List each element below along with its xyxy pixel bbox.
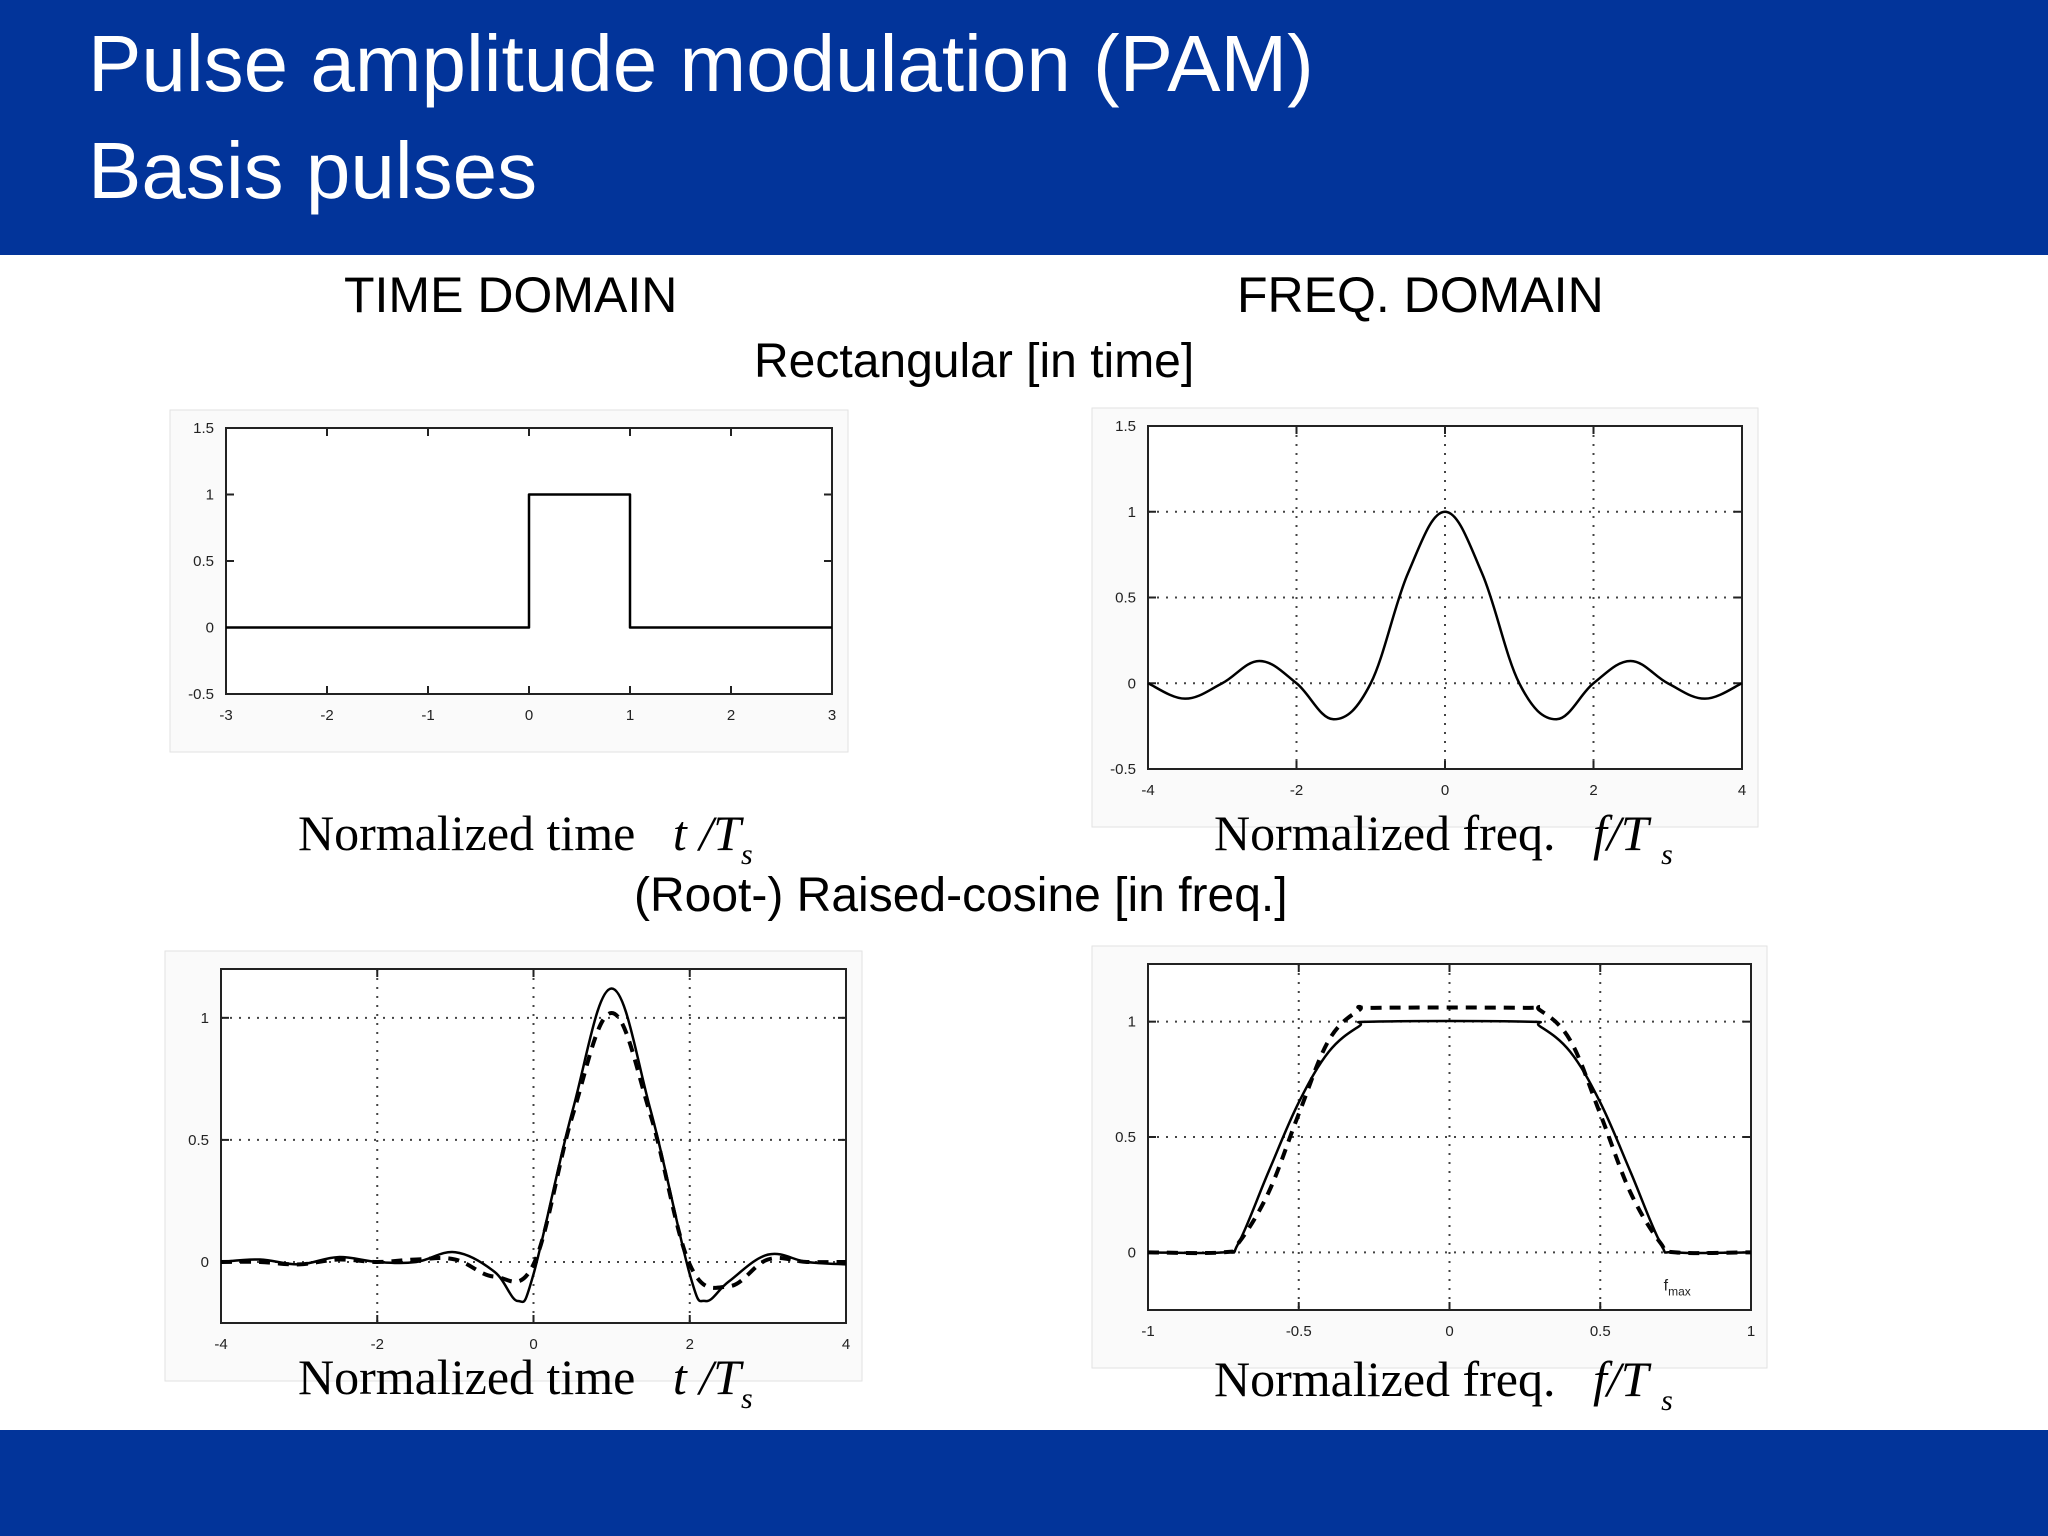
y-tick-label: 1 <box>1128 1014 1136 1031</box>
slide-title: Pulse amplitude modulation (PAM) <box>88 19 1314 108</box>
x-tick-label: 3 <box>828 707 836 724</box>
footer-bar <box>0 1430 2048 1536</box>
fmax-subscript: max <box>1668 1284 1691 1298</box>
x-tick-label: -4 <box>214 1336 227 1353</box>
x-tick-label: 0 <box>1441 782 1449 799</box>
x-tick-label: -2 <box>320 707 333 724</box>
x-tick-label: 0.5 <box>1590 1323 1611 1340</box>
xlabel-symbol: f/T <box>1593 1351 1649 1407</box>
y-tick-label: 0 <box>206 620 214 637</box>
y-tick-label: 1.5 <box>193 420 214 437</box>
series-line-dashed <box>220 1010 847 1290</box>
xlabel-subscript: s <box>740 838 753 871</box>
y-tick-label: 1 <box>206 487 214 504</box>
xlabel-symbol: t /T <box>672 1349 741 1405</box>
x-tick-label: -3 <box>219 707 232 724</box>
rectangular-section-heading: Rectangular [in time] <box>754 335 1195 388</box>
xlabel-text: Normalized freq. <box>1214 1351 1556 1407</box>
raised-cosine-section-heading: (Root-) Raised-cosine [in freq.] <box>634 869 1288 922</box>
x-tick-label: 1 <box>1747 1323 1755 1340</box>
x-tick-label: -2 <box>1290 782 1303 799</box>
y-tick-label: 0.5 <box>188 1132 209 1149</box>
x-tick-label: 2 <box>1589 782 1597 799</box>
xlabel-subscript: s <box>740 1382 753 1415</box>
x-tick-label: -4 <box>1141 782 1154 799</box>
y-tick-label: 1.5 <box>1115 418 1136 435</box>
x-tick-label: 2 <box>686 1336 694 1353</box>
slide-subtitle: Basis pulses <box>88 126 538 215</box>
chart-rect-time: -3 -2 -1 0 1 2 3 -0.5 0 0.5 1 1.5 <box>169 409 849 753</box>
xlabel-time-rect: Normalized time t /Ts <box>298 808 753 870</box>
y-tick-label: 0 <box>1128 1244 1136 1261</box>
x-tick-label: 1 <box>626 707 634 724</box>
chart-rc-time: -4 -2 0 2 4 0 0.5 1 <box>164 950 863 1382</box>
series-line-solid <box>1147 510 1743 721</box>
xlabel-subscript: s <box>1661 838 1673 871</box>
y-tick-label: -0.5 <box>1110 761 1136 778</box>
freq-domain-heading: FREQ. DOMAIN <box>1237 267 1604 323</box>
xlabel-text: Normalized time <box>298 805 636 861</box>
x-tick-label: 0 <box>529 1336 537 1353</box>
y-tick-label: -0.5 <box>188 686 214 703</box>
time-domain-heading: TIME DOMAIN <box>344 267 678 323</box>
xlabel-symbol: t /T <box>672 805 741 861</box>
chart-rect-freq: -4 -2 0 2 4 -0.5 0 0.5 1 1.5 <box>1091 407 1759 828</box>
y-tick-label: 0 <box>1128 675 1136 692</box>
x-tick-label: 4 <box>1738 782 1746 799</box>
y-tick-label: 1 <box>1128 504 1136 521</box>
x-tick-label: -1 <box>421 707 434 724</box>
series-line-dashed <box>1147 1004 1752 1256</box>
y-tick-label: 0.5 <box>193 553 214 570</box>
x-tick-label: 4 <box>842 1336 850 1353</box>
x-tick-label: 2 <box>727 707 735 724</box>
xlabel-time-rc: Normalized time t /Ts <box>298 1352 753 1414</box>
xlabel-freq-rect: Normalized freq. f/T s <box>1214 808 1673 870</box>
xlabel-subscript: s <box>1661 1384 1673 1417</box>
series-line-solid <box>226 493 832 629</box>
xlabel-symbol: f/T <box>1593 805 1649 861</box>
y-tick-label: 0.5 <box>1115 1129 1136 1146</box>
xlabel-freq-rc: Normalized freq. f/T s <box>1214 1354 1673 1416</box>
title-bar <box>0 0 2048 255</box>
x-tick-label: 0 <box>525 707 533 724</box>
y-tick-label: 0 <box>201 1254 209 1271</box>
x-tick-label: -1 <box>1141 1323 1154 1340</box>
y-tick-label: 0.5 <box>1115 590 1136 607</box>
x-tick-label: -0.5 <box>1286 1323 1312 1340</box>
series-line-solid <box>1147 1019 1752 1255</box>
x-tick-label: -2 <box>371 1336 384 1353</box>
y-tick-label: 1 <box>201 1010 209 1027</box>
xlabel-text: Normalized time <box>298 1349 636 1405</box>
x-tick-label: 0 <box>1445 1323 1453 1340</box>
xlabel-text: Normalized freq. <box>1214 805 1556 861</box>
